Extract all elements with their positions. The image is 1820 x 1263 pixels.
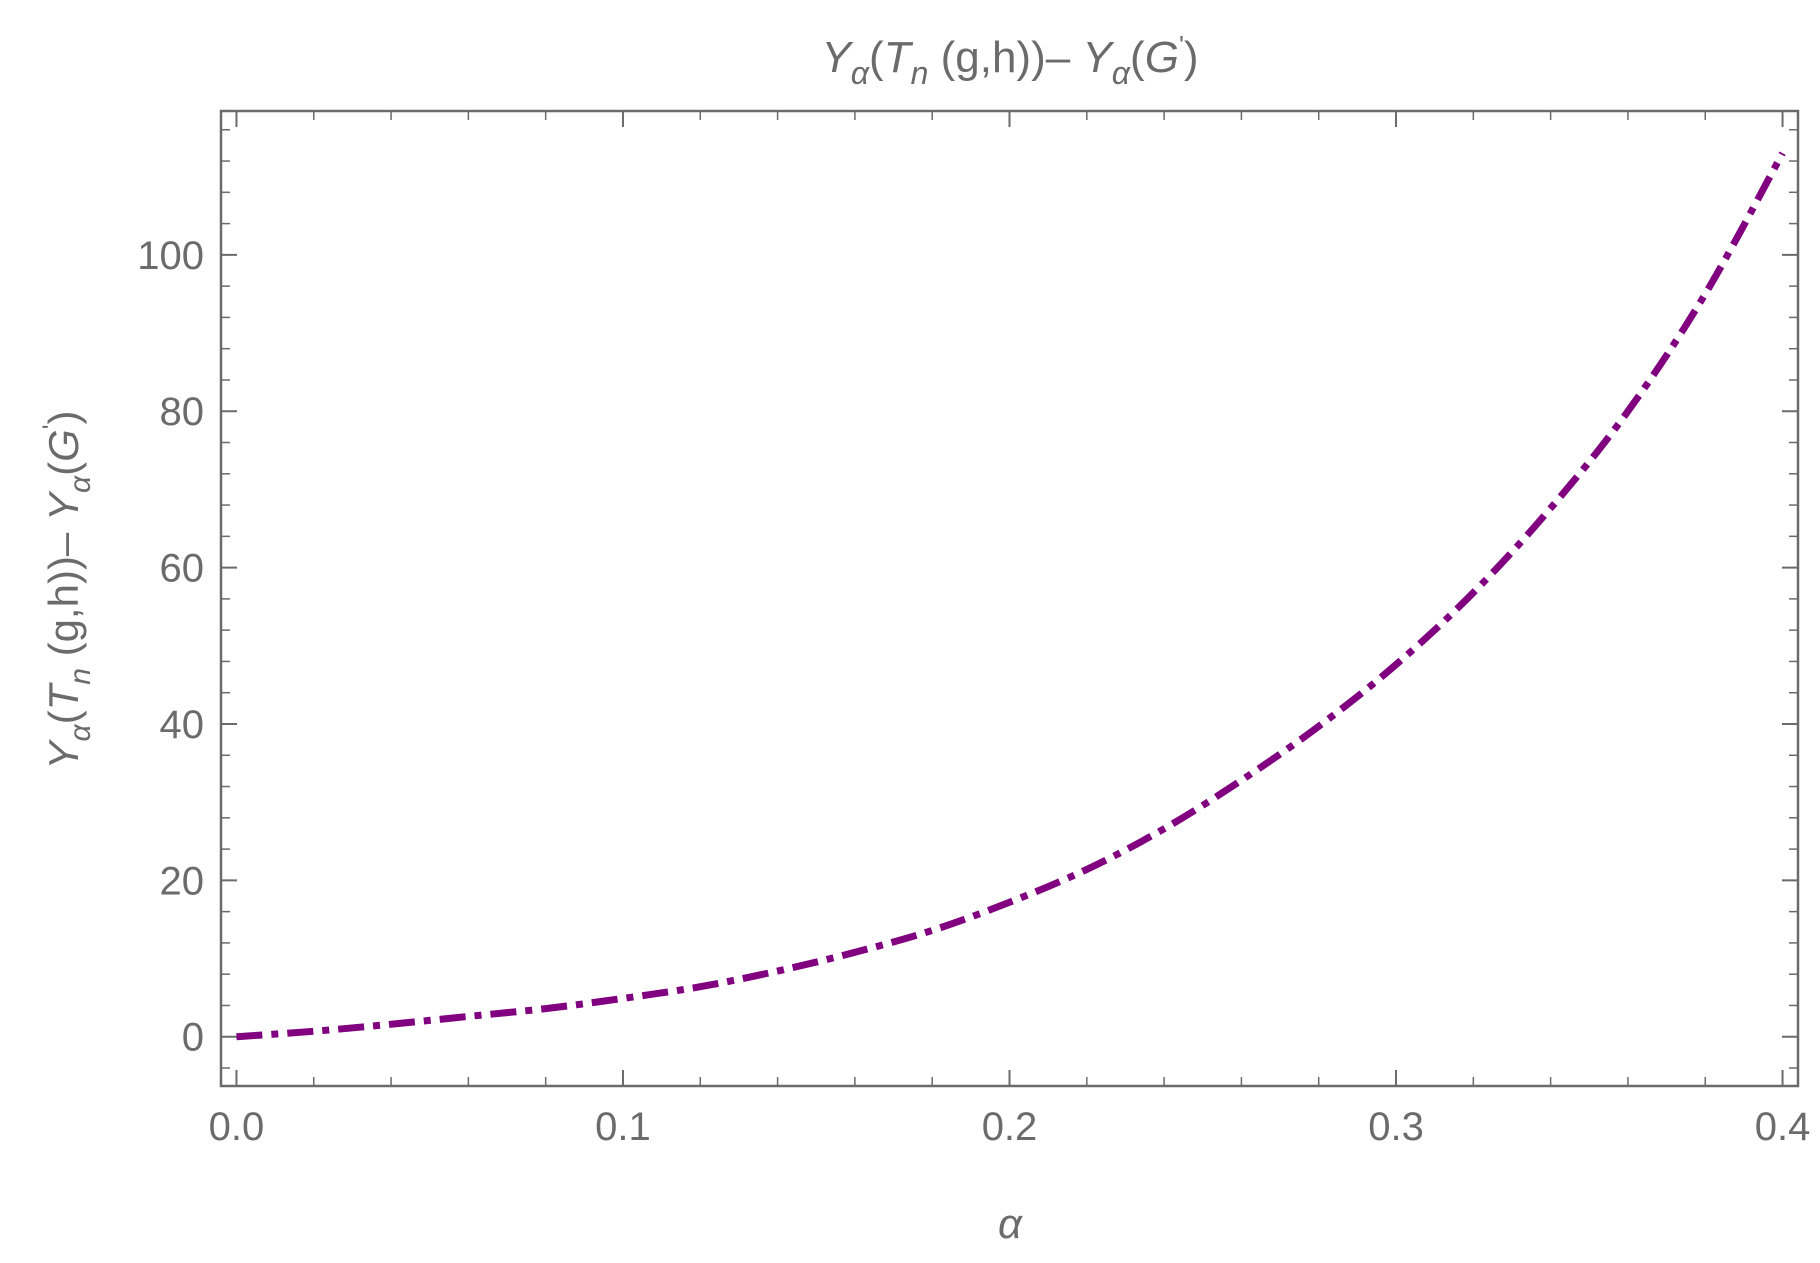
- y-tick-label: 0: [182, 1016, 204, 1060]
- x-tick-label: 0.3: [1368, 1105, 1424, 1149]
- y-tick-label: 100: [137, 234, 204, 278]
- label-segment: (: [40, 462, 87, 476]
- label-segment: ': [1179, 30, 1184, 60]
- y-tick-label: 60: [160, 547, 205, 591]
- x-tick-label: 0.1: [595, 1105, 651, 1149]
- label-segment: (: [869, 33, 884, 82]
- y-tick-label: 20: [160, 859, 205, 903]
- label-segment: T: [40, 681, 87, 710]
- x-tick-label: 0.0: [209, 1105, 265, 1149]
- label-segment: Y: [40, 739, 87, 770]
- label-segment: Y: [40, 490, 87, 521]
- axis-ticks: [221, 111, 1798, 1086]
- label-segment: (g,h))–: [40, 521, 87, 668]
- label-segment: n: [911, 55, 929, 91]
- chart-title: Yα(Tn (g,h))– Yα(G'): [821, 30, 1198, 91]
- tick-labels: 0.0 0.1 0.2 0.3 0.4 0 20 40 60 80 100: [137, 234, 1810, 1149]
- label-segment: (g,h))–: [928, 33, 1082, 82]
- label-segment: α: [1112, 55, 1131, 91]
- x-axis-label: α: [998, 1200, 1023, 1247]
- y-axis-label: Yα(Tn (g,h))– Yα(G'): [38, 410, 97, 769]
- label-segment: Y: [1082, 33, 1114, 82]
- label-segment: G: [1145, 33, 1179, 82]
- series-line: [236, 151, 1786, 1041]
- plot-frame: [219, 109, 1800, 1088]
- label-segment: n: [64, 668, 97, 685]
- x-tick-label: 0.2: [982, 1105, 1038, 1149]
- label-segment: α: [64, 475, 97, 493]
- label-segment: (: [40, 710, 87, 724]
- label-segment: (: [1130, 33, 1145, 82]
- label-segment: ): [40, 410, 87, 424]
- x-tick-label: 0.4: [1755, 1105, 1811, 1149]
- label-segment: α: [851, 55, 870, 91]
- label-segment: T: [884, 33, 914, 82]
- label-segment: ': [38, 424, 66, 429]
- label-segment: Y: [821, 33, 853, 82]
- y-tick-label: 40: [160, 703, 205, 747]
- y-tick-label: 80: [160, 390, 205, 434]
- label-segment: α: [64, 724, 97, 742]
- series-layer: [236, 151, 1786, 1041]
- label-segment: ): [1184, 33, 1199, 82]
- label-segment: G: [40, 429, 87, 462]
